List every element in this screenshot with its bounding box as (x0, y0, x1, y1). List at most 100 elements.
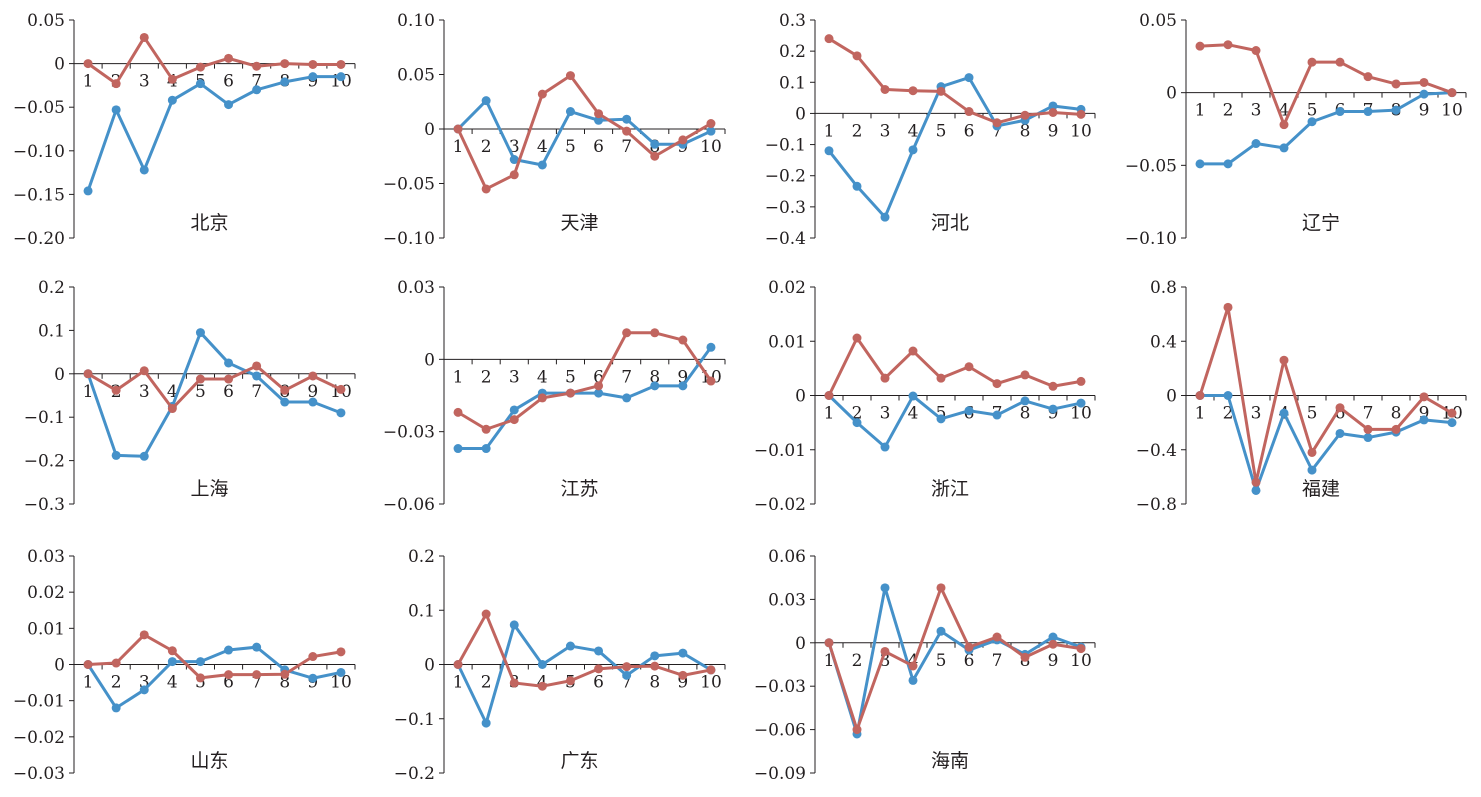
data-point (1363, 424, 1373, 434)
data-point (280, 77, 290, 87)
data-point (678, 335, 688, 345)
data-point (1048, 101, 1058, 111)
x-tick-label: 4 (167, 382, 178, 402)
chart-title: 上海 (190, 478, 228, 500)
data-point (83, 660, 93, 669)
data-point (224, 645, 234, 655)
x-tick-label: 5 (936, 651, 947, 671)
series-line (1200, 91, 1453, 166)
data-point (678, 381, 688, 391)
data-point (537, 89, 547, 99)
x-tick-label: 5 (565, 137, 576, 157)
y-tick-label: 0.05 (397, 66, 435, 86)
x-tick-label: 9 (677, 367, 688, 387)
data-point (1335, 57, 1345, 67)
data-point (1447, 408, 1457, 418)
data-point (336, 384, 346, 394)
y-tick-label: −0.8 (1136, 495, 1177, 515)
data-point (252, 642, 262, 652)
y-tick-label: 0.01 (768, 332, 806, 352)
series-line (827, 76, 1082, 219)
data-point (706, 119, 716, 129)
x-tick-label: 1 (453, 367, 464, 387)
x-tick-label: 6 (593, 137, 604, 157)
series-line (86, 75, 341, 192)
y-tick-label: −0.05 (383, 175, 435, 195)
y-tick-label: 0 (424, 120, 435, 140)
y-tick-label: 0 (795, 104, 806, 124)
data-point (565, 71, 575, 81)
y-tick-label: −0.4 (1136, 441, 1177, 461)
y-tick-label: 0.05 (27, 11, 65, 31)
y-tick-label: −0.20 (13, 229, 65, 249)
y-tick-label: −0.2 (394, 764, 435, 784)
y-tick-label: −0.06 (383, 495, 435, 515)
data-point (336, 72, 346, 82)
data-point (167, 95, 177, 105)
x-tick-label: 5 (1307, 404, 1318, 424)
data-point (706, 126, 716, 136)
x-tick-label: 5 (936, 404, 947, 424)
data-point (565, 388, 575, 398)
data-point (824, 34, 834, 44)
x-tick-label: 1 (83, 673, 94, 693)
data-point (111, 450, 121, 460)
data-point (308, 397, 318, 407)
chart-panel: 0.80.40−0.4−0.812345678910福建 (1136, 278, 1467, 515)
data-point (139, 685, 149, 695)
x-tick-label: 2 (852, 404, 863, 424)
x-tick-label: 5 (195, 673, 206, 693)
y-tick-label: 0 (424, 350, 435, 370)
y-tick-label: 0 (1166, 387, 1177, 407)
y-tick-label: 0.02 (27, 583, 65, 603)
data-point (1419, 89, 1429, 99)
x-tick-label: 3 (139, 72, 150, 92)
x-tick-label: 7 (251, 72, 262, 92)
data-point (195, 79, 205, 89)
x-tick-label: 7 (251, 382, 262, 402)
x-tick-label: 6 (223, 72, 234, 92)
x-tick-label: 2 (1223, 404, 1234, 424)
data-point (1076, 109, 1086, 119)
data-point (1363, 107, 1373, 117)
data-point (509, 620, 519, 630)
data-point (537, 393, 547, 403)
data-point (1335, 107, 1345, 117)
data-point (594, 381, 604, 391)
data-point (1020, 110, 1030, 120)
y-tick-label: −0.1 (765, 136, 806, 156)
y-tick-label: −0.1 (24, 408, 65, 428)
x-tick-label: 9 (1048, 651, 1059, 671)
data-point (880, 442, 890, 452)
y-tick-label: 0.03 (768, 590, 806, 610)
data-point (1076, 376, 1086, 386)
x-tick-label: 2 (481, 137, 492, 157)
chart-panel: 0.3 0.2 0.1 0 −0.1 −0.2 −0.3 −0.4 1 2 3 4 5 6 7 8 9 10 河北 (765, 11, 1096, 249)
data-point (83, 59, 93, 69)
chart-title: 浙江 (931, 478, 969, 500)
data-point (167, 74, 177, 84)
data-point (481, 96, 491, 106)
data-point (537, 660, 547, 669)
data-point (509, 405, 519, 415)
data-point (195, 328, 205, 338)
data-point (195, 657, 205, 667)
chart-panel: 0.030.020.010−0.01−0.02−0.0312345678910山… (13, 547, 356, 784)
y-tick-label: 0 (1166, 84, 1177, 104)
data-point (622, 126, 632, 136)
data-point (565, 676, 575, 686)
data-point (908, 86, 918, 96)
data-point (537, 681, 547, 691)
y-tick-label: 0.02 (768, 278, 806, 298)
data-point (252, 670, 262, 680)
data-point (964, 406, 974, 416)
data-point (1391, 105, 1401, 115)
data-point (1251, 139, 1261, 149)
series-line (827, 336, 1082, 397)
x-tick-label: 1 (824, 404, 835, 424)
x-tick-label: 2 (852, 121, 863, 141)
data-point (650, 151, 660, 161)
x-tick-label: 9 (677, 673, 688, 693)
data-point (1048, 381, 1058, 391)
data-point (594, 664, 604, 674)
